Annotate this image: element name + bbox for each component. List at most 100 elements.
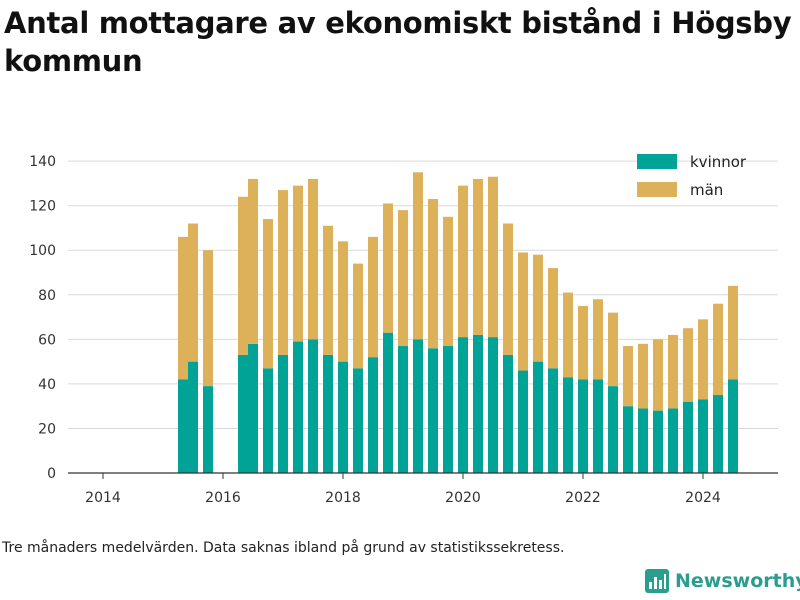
bar-kvinnor [368,357,378,473]
bar-kvinnor [413,339,423,473]
bar-man [178,236,188,380]
x-tick-label: 2020 [445,490,481,506]
bar-man [203,250,213,387]
y-tick-label: 140 [29,154,56,170]
bar-kvinnor [458,337,468,473]
bar-chart-logo-icon [645,569,669,593]
bar-man [623,346,633,407]
bars [178,172,738,473]
bar-kvinnor [238,354,248,473]
bar-kvinnor [383,332,393,473]
bar-man [383,203,393,333]
legend: kvinnor män [637,153,747,199]
y-tick-label: 80 [38,288,56,304]
bar-man [248,178,258,344]
bar-man [368,236,378,358]
bar-man [698,319,708,400]
bar-kvinnor [563,377,573,473]
bar-man [323,225,333,355]
bar-kvinnor [278,354,288,473]
y-tick-label: 120 [29,199,56,215]
bar-kvinnor [623,406,633,473]
y-tick-label: 60 [38,332,56,348]
bar-man [278,190,288,355]
bar-kvinnor [548,368,558,473]
bar-man [533,254,543,362]
bar-man [458,185,468,338]
bar-man [503,223,513,355]
y-tick-label: 0 [47,466,56,482]
x-tick-label: 2022 [565,490,601,506]
bar-man [683,328,693,402]
bar-man [353,263,363,369]
bar-man [413,172,423,340]
bar-kvinnor [608,386,618,473]
bar-man [668,334,678,409]
bar-man [578,305,588,380]
x-tick-label: 2014 [85,490,121,506]
bar-kvinnor [203,386,213,473]
bar-man [713,303,723,396]
bar-man [428,199,438,349]
bar-man [293,185,303,342]
bar-kvinnor [323,354,333,473]
bar-man [398,210,408,347]
y-tick-label: 40 [38,377,56,393]
legend-swatch-kvinnor [637,154,677,169]
bar-kvinnor [518,370,528,473]
bar-man [473,178,483,335]
bar-kvinnor [668,408,678,473]
bar-man [443,216,453,347]
bar-kvinnor [188,361,198,473]
x-tick-label: 2024 [685,490,721,506]
bar-man [238,196,248,355]
bar-kvinnor [263,368,273,473]
bar-kvinnor [533,361,543,473]
bar-man [338,241,348,362]
bar-kvinnor [398,346,408,473]
bar-man [488,176,498,338]
bar-man [608,312,618,387]
bar-man [653,339,663,411]
x-tick-label: 2018 [325,490,361,506]
bar-kvinnor [473,334,483,473]
legend-label-kvinnor: kvinnor [690,153,747,171]
bar-kvinnor [338,361,348,473]
bar-kvinnor [353,368,363,473]
bar-kvinnor [713,395,723,473]
bar-kvinnor [683,401,693,473]
bar-man [638,343,648,409]
chart-caption: Tre månaders medelvärden. Data saknas ib… [2,540,565,556]
bar-man [188,223,198,362]
bar-kvinnor [653,410,663,473]
chart-title: Antal mottagare av ekonomiskt bistånd i … [4,6,792,78]
bar-man [263,219,273,369]
bar-kvinnor [503,354,513,473]
bar-kvinnor [428,348,438,473]
bar-kvinnor [293,341,303,473]
bar-kvinnor [728,379,738,473]
bar-kvinnor [248,343,258,473]
bar-kvinnor [308,339,318,473]
bar-kvinnor [698,399,708,473]
axes: 0 20 40 60 80 100 120 140 2014 2016 2018 2020 2022 20… [29,154,778,506]
bar-kvinnor [593,379,603,473]
bar-man [728,285,738,380]
legend-label-man: män [690,181,723,199]
bar-man [563,292,573,378]
bar-man [548,268,558,369]
x-tick-label: 2016 [205,490,241,506]
y-tick-label: 20 [38,421,56,437]
bar-man [308,178,318,340]
bar-kvinnor [488,337,498,473]
bar-man [593,299,603,380]
brand-name: Newsworthy [675,570,800,592]
bar-kvinnor [443,346,453,473]
bar-kvinnor [578,379,588,473]
brand: Newsworthy [645,569,800,593]
bar-kvinnor [178,379,188,473]
legend-swatch-man [637,182,677,197]
y-tick-label: 100 [29,243,56,259]
bar-man [518,252,528,371]
